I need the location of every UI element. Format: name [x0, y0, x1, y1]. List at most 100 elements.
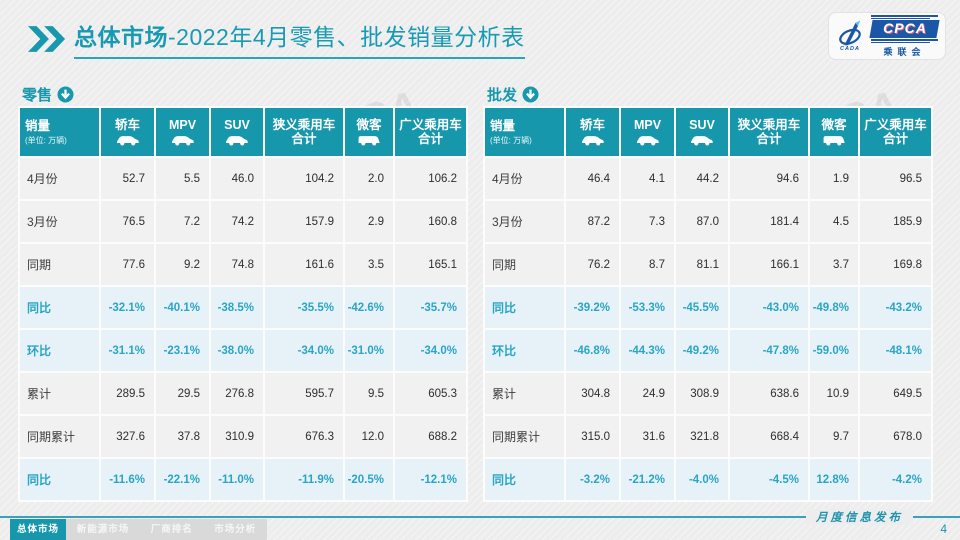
column-label: SUV [224, 118, 250, 132]
cell-value: -23.1% [156, 330, 209, 371]
cell-value: -53.3% [621, 287, 674, 328]
retail-section-label: 零售 [22, 84, 74, 105]
row-label: 累计 [485, 373, 564, 414]
column-label-line2: 合计 [882, 132, 908, 146]
cell-value: 81.1 [676, 244, 728, 285]
page-title-bold: 总体市场 [74, 24, 168, 50]
cell-value: 2.9 [345, 201, 393, 242]
cpca-logo: CADA CPCA 乘联会 [828, 12, 946, 60]
cell-value: 169.8 [860, 244, 931, 285]
cada-label: CADA [840, 46, 860, 52]
cell-value: -4.2% [860, 459, 931, 500]
cell-value: 3.7 [810, 244, 858, 285]
footer-tab-active[interactable]: 总体市场 [10, 519, 66, 540]
cell-value: 46.0 [211, 158, 263, 199]
column-header-microvan: 微客 [345, 108, 393, 156]
cell-value: 166.1 [730, 244, 808, 285]
cell-value: -40.1% [156, 287, 209, 328]
cpca-wordmark: CPCA [869, 20, 940, 38]
column-header-narrow-pv-total: 狭义乘用车 合计 [265, 108, 343, 156]
column-header-broad-pv-total: 广义乘用车 合计 [860, 108, 931, 156]
retail-section-title: 零售 [22, 87, 53, 104]
cell-value: 12.8% [810, 459, 858, 500]
cell-value: -43.2% [860, 287, 931, 328]
cell-value: -21.2% [621, 459, 674, 500]
cell-value: 87.0 [676, 201, 728, 242]
table-row: 累计 289.5 29.5 276.8 595.7 9.5 605.3 [20, 373, 466, 414]
cell-value: 165.1 [395, 244, 466, 285]
sedan-icon [581, 136, 604, 146]
cell-value: 308.9 [676, 373, 728, 414]
cell-value: -22.1% [156, 459, 209, 500]
page-number: 4 [940, 522, 947, 536]
cell-value: 9.2 [156, 244, 209, 285]
footer-tab[interactable]: 市场分析 [214, 524, 257, 535]
column-label: 狭义乘用车 [272, 118, 336, 132]
cell-value: -47.8% [730, 330, 808, 371]
cell-value: -34.0% [395, 330, 466, 371]
cell-value: 595.7 [265, 373, 343, 414]
cell-value: -43.0% [730, 287, 808, 328]
cell-value: -34.0% [265, 330, 343, 371]
cell-value: -11.9% [265, 459, 343, 500]
column-label-line2: 合计 [417, 132, 443, 146]
column-header-sedan: 轿车 [101, 108, 154, 156]
table-row: 同期 76.2 8.7 81.1 166.1 3.7 169.8 [485, 244, 931, 285]
cell-value: -48.1% [860, 330, 931, 371]
van-icon [358, 136, 380, 146]
footer-tab[interactable]: 新能源市场 [76, 524, 130, 535]
cell-value: 87.2 [566, 201, 619, 242]
cell-value: 8.7 [621, 244, 674, 285]
cpca-swoosh-icon [839, 20, 861, 46]
retail-table: 销量 (单位: 万辆) 轿车 MPV SUV 狭义乘用车 合计 微客 广义乘用车 合计 4月份 52.… [18, 106, 468, 502]
suv-icon [226, 136, 248, 146]
cell-value: -3.2% [566, 459, 619, 500]
row-label: 同期 [20, 244, 99, 285]
cell-value: 668.4 [730, 416, 808, 457]
cell-value: 104.2 [265, 158, 343, 199]
row-label: 3月份 [485, 201, 564, 242]
circle-down-arrow-icon [57, 86, 74, 103]
cell-value: 181.4 [730, 201, 808, 242]
column-header-sales: 销量 (单位: 万辆) [20, 108, 99, 156]
cell-value: 1.9 [810, 158, 858, 199]
cell-value: 37.8 [156, 416, 209, 457]
column-label: 轿车 [114, 118, 140, 132]
cell-value: -35.5% [265, 287, 343, 328]
cell-value: 31.6 [621, 416, 674, 457]
cell-value: -45.5% [676, 287, 728, 328]
row-label: 3月份 [20, 201, 99, 242]
cell-value: 9.5 [345, 373, 393, 414]
wholesale-table: 销量 (单位: 万辆) 轿车 MPV SUV 狭义乘用车 合计 微客 广义乘用车 合计 4月份 46.… [483, 106, 933, 502]
header: 总体市场-2022年4月零售、批发销量分析表 [28, 24, 525, 59]
cell-value: 46.4 [566, 158, 619, 199]
cell-value: -49.8% [810, 287, 858, 328]
cell-value: 310.9 [211, 416, 263, 457]
table-row: 3月份 76.5 7.2 74.2 157.9 2.9 160.8 [20, 201, 466, 242]
cell-value: -46.8% [566, 330, 619, 371]
column-header-mpv: MPV [156, 108, 209, 156]
cell-value: -42.6% [345, 287, 393, 328]
column-header-narrow-pv-total: 狭义乘用车 合计 [730, 108, 808, 156]
cell-value: 688.2 [395, 416, 466, 457]
cell-value: -32.1% [101, 287, 154, 328]
mpv-icon [171, 136, 194, 146]
cell-value: 106.2 [395, 158, 466, 199]
cell-value: -49.2% [676, 330, 728, 371]
column-label: 轿车 [579, 118, 605, 132]
footer-tab[interactable]: 厂商排名 [150, 524, 193, 535]
sedan-icon [116, 136, 139, 146]
table-row: 环比 -46.8% -44.3% -49.2% -47.8% -59.0% -48.1% [485, 330, 931, 371]
cell-value: 76.5 [101, 201, 154, 242]
row-label: 同期累计 [485, 416, 564, 457]
column-sublabel: (单位: 万辆) [490, 135, 532, 145]
van-icon [823, 136, 845, 146]
table-row: 同比 -3.2% -21.2% -4.0% -4.5% 12.8% -4.2% [485, 459, 931, 500]
cell-value: 4.5 [810, 201, 858, 242]
cell-value: 4.1 [621, 158, 674, 199]
footer-tab-bar: 总体市场 新能源市场 厂商排名 市场分析 [10, 519, 267, 540]
table-row: 同比 -32.1% -40.1% -38.5% -35.5% -42.6% -35.7% [20, 287, 466, 328]
cell-value: -4.0% [676, 459, 728, 500]
column-header-microvan: 微客 [810, 108, 858, 156]
footer-tab-strip: 新能源市场 厂商排名 市场分析 [66, 519, 267, 540]
